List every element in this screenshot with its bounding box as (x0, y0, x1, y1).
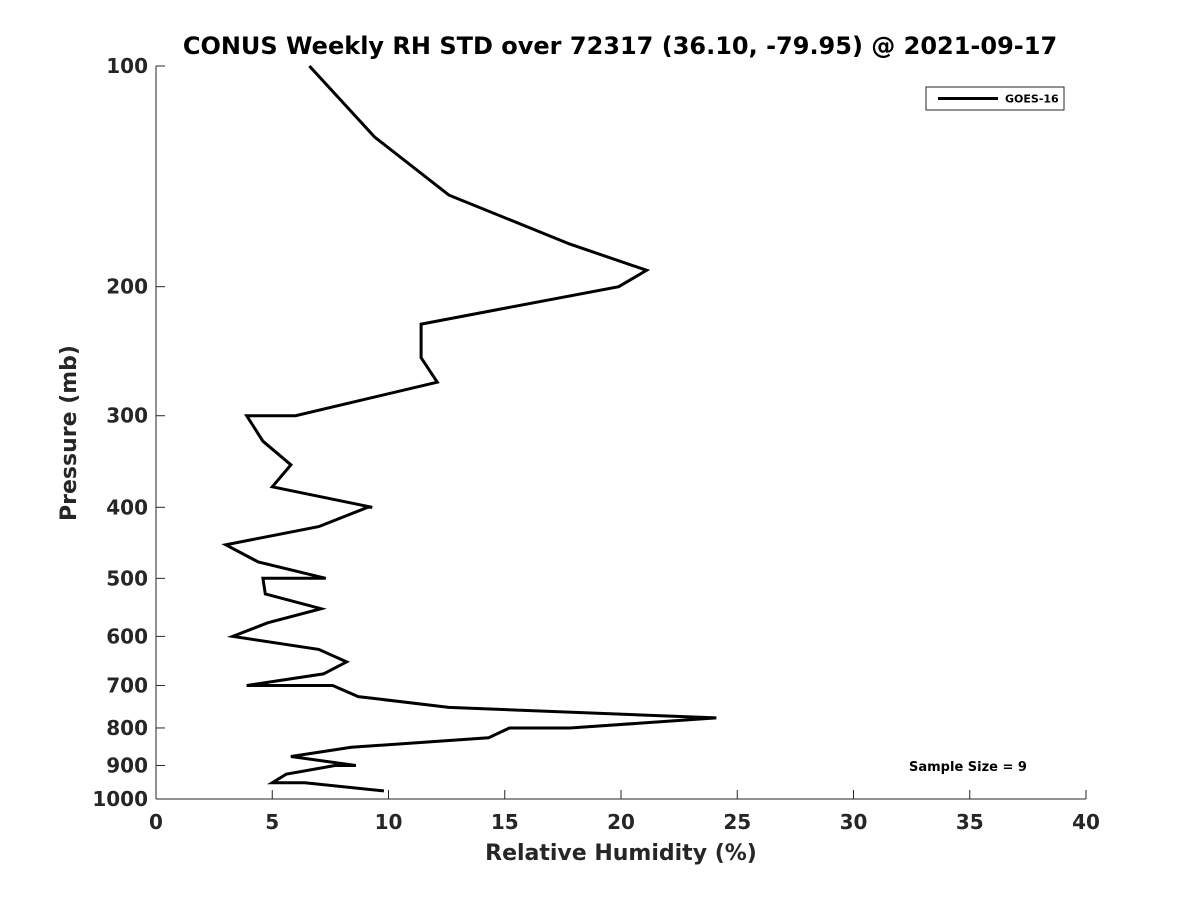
y-tick-label: 400 (106, 495, 148, 519)
x-tick-label: 20 (607, 810, 635, 834)
x-tick-label: 30 (840, 810, 868, 834)
y-tick-label: 100 (106, 54, 148, 78)
y-axis: 100 200 300 400 500 600 700 800 900 1000 (92, 54, 165, 811)
legend: GOES-16 (925, 86, 1065, 111)
series-line-goes-16 (221, 64, 717, 793)
y-tick-label: 600 (106, 624, 148, 648)
y-tick-label: 1000 (92, 787, 148, 811)
y-tick-label: 500 (106, 566, 148, 590)
y-tick-label: 800 (106, 716, 148, 740)
sample-size-annotation: Sample Size = 9 (909, 760, 1027, 775)
x-tick-label: 25 (723, 810, 751, 834)
x-tick-label: 40 (1072, 810, 1100, 834)
y-tick-label: 700 (106, 673, 148, 697)
y-tick-label: 200 (106, 275, 148, 299)
plot-area (156, 66, 1086, 799)
series-layer (221, 64, 717, 793)
x-axis-label: Relative Humidity (%) (485, 841, 757, 866)
x-tick-label: 35 (956, 810, 984, 834)
x-tick-label: 0 (149, 810, 163, 834)
y-axis-label: Pressure (mb) (57, 345, 82, 521)
x-tick-label: 15 (491, 810, 519, 834)
x-tick-label: 10 (375, 810, 403, 834)
y-tick-label: 300 (106, 404, 148, 428)
plot-background (156, 66, 1086, 799)
y-tick-label: 900 (106, 753, 148, 777)
legend-label-goes-16: GOES-16 (1005, 93, 1059, 106)
x-axis: 0 5 10 15 20 25 30 35 40 (149, 790, 1100, 834)
chart-title: CONUS Weekly RH STD over 72317 (36.10, -… (183, 32, 1057, 60)
x-tick-label: 5 (265, 810, 279, 834)
